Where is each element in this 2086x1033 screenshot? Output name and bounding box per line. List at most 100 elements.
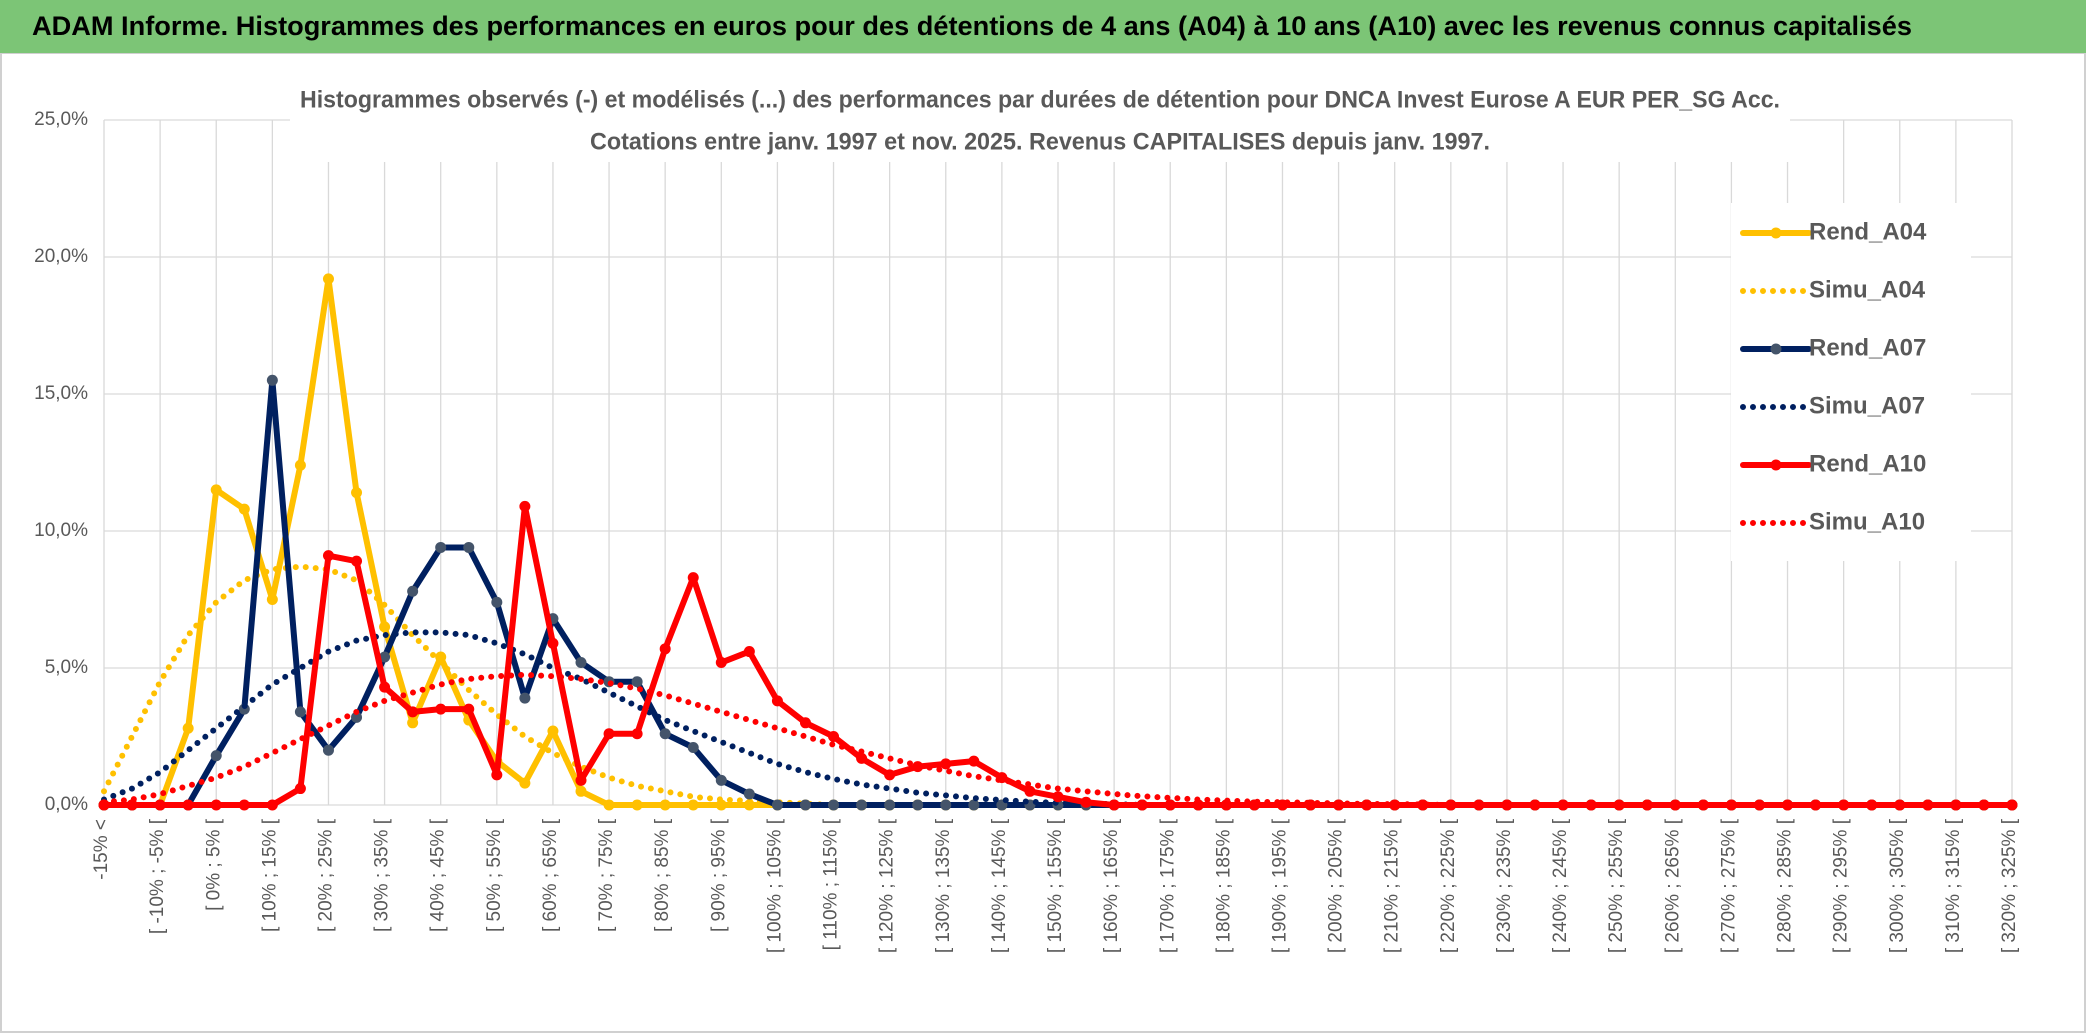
data-point	[631, 676, 643, 688]
x-tick-label: [ 170% ; 175% [	[1157, 818, 1178, 953]
series-line	[101, 671, 2015, 808]
legend-label: Rend_A10	[1809, 450, 1926, 477]
x-tick-label: [ 150% ; 155% [	[1045, 818, 1066, 953]
data-point	[266, 799, 278, 811]
chart-subtitle: Cotations entre janv. 1997 et nov. 2025.…	[590, 128, 1490, 155]
x-tick-label: [ 10% ; 15% [	[259, 818, 280, 932]
x-tick-label: [ 210% ; 215% [	[1382, 818, 1403, 953]
data-point	[884, 799, 896, 811]
data-point	[182, 799, 194, 811]
data-point	[743, 788, 755, 800]
data-point	[603, 799, 615, 811]
data-point	[687, 741, 699, 753]
data-point	[322, 744, 334, 756]
data-point	[519, 692, 531, 704]
data-point	[435, 703, 447, 715]
header-bar	[0, 0, 2086, 53]
data-point	[659, 728, 671, 740]
x-tick-label: [ 180% ; 185% [	[1213, 818, 1234, 953]
x-tick-label: [ 280% ; 285% [	[1775, 818, 1796, 953]
data-point	[1108, 799, 1120, 811]
x-tick-label: [ 230% ; 235% [	[1494, 818, 1515, 953]
y-tick-label: 20,0%	[34, 246, 88, 267]
data-point	[407, 706, 419, 718]
data-point	[631, 728, 643, 740]
data-point	[154, 799, 166, 811]
x-tick-label: [ 60% ; 65% [	[540, 818, 561, 932]
data-point	[968, 755, 980, 767]
data-point	[266, 374, 278, 386]
data-point	[940, 799, 952, 811]
data-point	[547, 637, 559, 649]
x-tick-label: [ 200% ; 205% [	[1326, 818, 1347, 953]
legend-label: Rend_A04	[1809, 218, 1927, 245]
x-tick-label: [ 100% ; 105% [	[764, 818, 785, 953]
data-point	[351, 487, 363, 499]
legend-background	[1731, 203, 1971, 561]
data-point	[322, 273, 334, 285]
data-point	[856, 799, 868, 811]
data-point	[828, 731, 840, 742]
y-tick-label: 5,0%	[45, 657, 88, 678]
data-point	[322, 550, 334, 562]
legend-label: Simu_A04	[1809, 276, 1926, 303]
data-point	[379, 651, 391, 663]
data-point	[715, 774, 727, 786]
y-tick-label: 15,0%	[34, 383, 88, 404]
x-tick-label: [ 310% ; 315% [	[1943, 818, 1964, 953]
y-tick-label: 10,0%	[34, 520, 88, 541]
x-tick-label: [ -10% ; -5% [	[147, 818, 168, 934]
x-tick-label: [ 220% ; 225% [	[1438, 818, 1459, 953]
data-point	[351, 711, 363, 723]
data-point	[463, 541, 475, 553]
x-tick-label: [ 240% ; 245% [	[1550, 818, 1571, 953]
legend-marker	[1770, 227, 1782, 239]
x-tick-label: [ 80% ; 85% [	[652, 818, 673, 932]
legend-marker	[1770, 343, 1782, 355]
data-point	[547, 725, 559, 737]
x-tick-label: [ 70% ; 75% [	[596, 818, 617, 932]
data-point	[210, 484, 222, 496]
data-point	[519, 500, 531, 512]
data-point	[575, 774, 587, 786]
data-point	[1052, 791, 1064, 803]
data-point	[351, 555, 363, 567]
data-point	[968, 799, 980, 811]
data-point	[828, 799, 840, 811]
x-tick-label: -15% <	[91, 819, 112, 880]
legend-marker	[1770, 459, 1782, 471]
data-point	[407, 717, 419, 729]
x-tick-label: [ 250% ; 255% [	[1606, 818, 1627, 953]
data-point	[491, 596, 503, 608]
data-point	[912, 799, 924, 811]
data-point	[379, 621, 391, 633]
x-tick-label: [ 300% ; 305% [	[1887, 818, 1908, 953]
data-point	[463, 703, 475, 715]
data-point	[1557, 799, 1569, 811]
x-tick-label: [ 0% ; 5% [	[203, 818, 224, 911]
x-tick-label: [ 130% ; 135% [	[933, 818, 954, 953]
data-point	[182, 722, 194, 734]
data-point	[575, 657, 587, 669]
x-tick-label: [ 270% ; 275% [	[1718, 818, 1739, 953]
data-point	[659, 799, 671, 811]
data-point	[771, 799, 783, 811]
data-point	[940, 758, 952, 770]
x-tick-label: [ 50% ; 55% [	[484, 818, 505, 932]
data-point	[1866, 799, 1878, 811]
data-point	[379, 681, 391, 693]
data-point	[407, 585, 419, 597]
x-tick-label: [ 90% ; 95% [	[708, 818, 729, 932]
data-point	[126, 799, 138, 811]
legend-label: Simu_A07	[1809, 392, 1925, 419]
data-point	[210, 799, 222, 811]
data-point	[743, 646, 755, 658]
data-point	[1136, 799, 1148, 811]
x-tick-label: [ 320% ; 325% [	[1999, 818, 2020, 953]
data-point	[1024, 785, 1036, 797]
x-tick-label: [ 40% ; 45% [	[428, 818, 449, 932]
header-title: ADAM Informe. Histogrammes des performan…	[32, 11, 1912, 41]
data-point	[659, 643, 671, 655]
data-point	[210, 750, 222, 762]
